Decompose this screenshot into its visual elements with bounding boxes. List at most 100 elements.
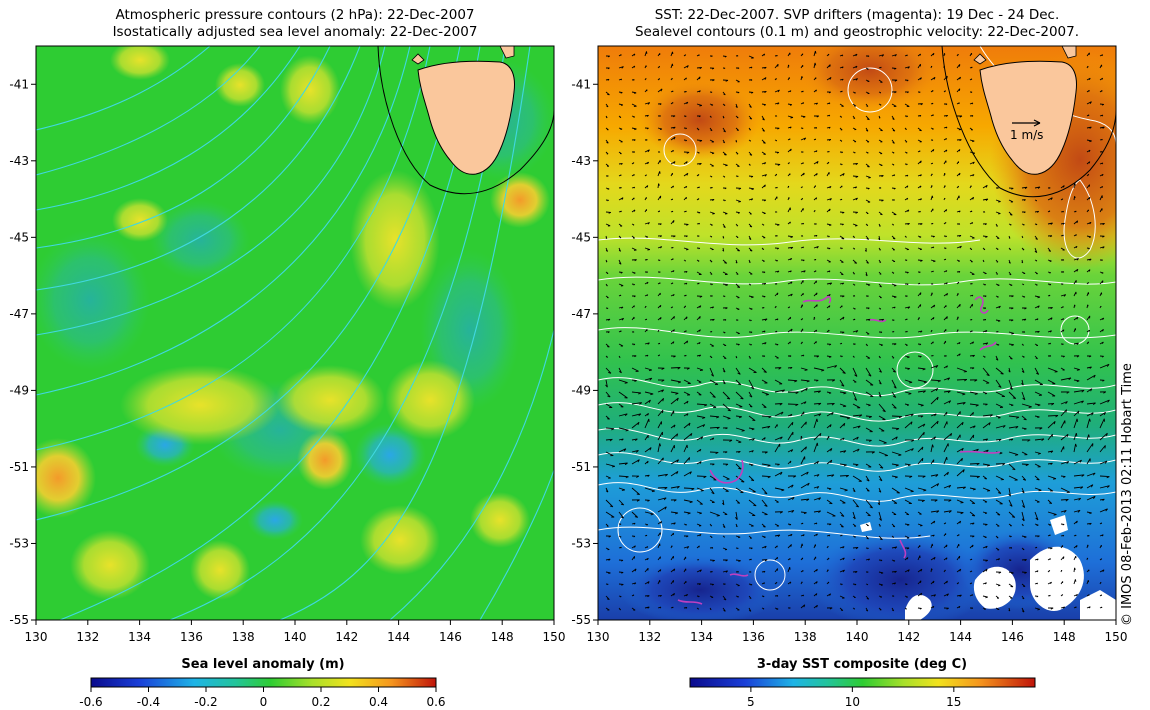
velocity-arrow — [657, 139, 661, 141]
velocity-arrow — [839, 355, 843, 358]
velocity-arrow — [670, 306, 674, 309]
velocity-arrow — [1086, 209, 1089, 213]
velocity-arrow — [683, 172, 689, 177]
velocity-arrow — [878, 271, 882, 275]
velocity-arrow — [826, 64, 831, 69]
velocity-arrow — [826, 270, 831, 273]
velocity-arrow — [917, 423, 926, 429]
velocity-arrow — [1086, 304, 1089, 309]
velocity-arrow — [1073, 389, 1085, 393]
velocity-arrow — [1034, 570, 1039, 573]
velocity-arrow — [787, 103, 793, 106]
velocity-arrow — [969, 52, 973, 57]
velocity-arrow — [1034, 558, 1039, 561]
velocity-arrow — [930, 329, 933, 333]
velocity-arrow — [969, 582, 973, 585]
velocity-arrow — [1086, 443, 1094, 453]
velocity-arrow — [930, 379, 941, 383]
velocity-arrow — [917, 330, 923, 333]
velocity-arrow — [826, 185, 832, 189]
velocity-arrow — [631, 511, 639, 518]
velocity-arrow — [1047, 475, 1057, 480]
velocity-arrow — [917, 77, 922, 81]
velocity-arrow — [826, 523, 832, 526]
velocity-arrow — [683, 196, 687, 201]
velocity-arrow — [761, 247, 765, 251]
velocity-arrow — [800, 197, 804, 201]
velocity-arrow — [982, 283, 986, 286]
velocity-arrow — [891, 163, 895, 166]
velocity-arrow — [1047, 402, 1055, 406]
velocity-arrow — [670, 235, 676, 238]
velocity-arrow — [891, 607, 895, 612]
velocity-arrow — [826, 171, 830, 177]
velocity-arrow — [982, 329, 988, 333]
velocity-arrow — [696, 127, 700, 131]
velocity-arrow — [982, 184, 988, 189]
velocity-arrow — [696, 424, 706, 429]
velocity-arrow — [748, 223, 753, 228]
velocity-arrow — [670, 433, 679, 441]
velocity-arrow — [826, 435, 830, 441]
velocity-arrow — [969, 499, 976, 505]
velocity-arrow — [670, 172, 673, 177]
velocity-arrow — [813, 127, 818, 129]
velocity-arrow — [1021, 415, 1027, 421]
velocity-arrow — [709, 463, 715, 466]
velocity-arrow — [917, 115, 922, 117]
velocity-arrow — [1073, 183, 1076, 189]
velocity-arrow — [956, 245, 962, 249]
velocity-arrow — [605, 438, 613, 442]
velocity-arrow — [878, 595, 883, 598]
velocity-arrow — [930, 396, 939, 405]
velocity-arrow — [995, 403, 1004, 408]
velocity-arrow — [1021, 451, 1028, 456]
velocity-arrow — [995, 355, 999, 361]
velocity-arrow — [735, 283, 741, 288]
velocity-arrow — [618, 499, 625, 506]
velocity-arrow — [735, 91, 740, 94]
velocity-arrow — [930, 354, 934, 357]
velocity-arrow — [969, 511, 976, 517]
velocity-arrow — [865, 211, 869, 215]
velocity-arrow — [892, 595, 895, 597]
velocity-arrow — [1021, 223, 1025, 226]
velocity-arrow — [969, 367, 975, 370]
velocity-arrow — [787, 496, 795, 501]
velocity-arrow — [748, 115, 753, 120]
velocity-arrow — [982, 487, 991, 492]
sla-colorbar-tick-label: 0.2 — [311, 695, 330, 709]
velocity-arrow — [644, 271, 649, 273]
velocity-arrow — [904, 403, 910, 406]
velocity-arrow — [722, 607, 726, 612]
velocity-arrow — [631, 209, 636, 213]
velocity-arrow — [670, 246, 674, 249]
velocity-arrow — [995, 415, 1001, 419]
velocity-arrow — [605, 607, 610, 611]
velocity-arrow — [644, 281, 649, 285]
velocity-arrow — [865, 115, 870, 121]
velocity-arrow — [878, 547, 882, 550]
left-lat-tick-label: -47 — [9, 307, 29, 321]
right-lat-axis: -41-43-45-47-49-51-53-55 — [571, 77, 598, 627]
velocity-arrow — [839, 474, 849, 478]
velocity-arrow — [904, 115, 908, 118]
velocity-arrow — [605, 499, 614, 508]
velocity-arrow — [722, 475, 730, 480]
velocity-arrow — [774, 78, 777, 81]
velocity-arrow — [839, 271, 844, 276]
velocity-arrow — [1099, 569, 1105, 573]
velocity-arrow — [800, 543, 804, 549]
velocity-arrow — [670, 379, 682, 384]
velocity-arrow — [865, 607, 869, 612]
velocity-arrow — [800, 557, 804, 561]
velocity-arrow — [917, 223, 923, 226]
velocity-arrow — [852, 511, 856, 520]
velocity-arrow — [1034, 343, 1039, 346]
velocity-arrow — [605, 415, 610, 420]
velocity-arrow — [683, 413, 689, 417]
velocity-arrow — [800, 387, 808, 393]
velocity-arrow — [1073, 291, 1077, 297]
velocity-arrow — [995, 607, 1000, 611]
velocity-arrow — [787, 544, 792, 549]
